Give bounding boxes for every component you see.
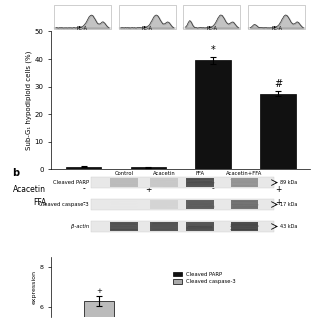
Text: PE-A: PE-A [271,27,282,31]
Text: +: + [275,198,281,207]
Text: #: # [274,78,282,89]
Text: Acacetin: Acacetin [153,171,175,176]
Text: Cleaved caspase-3: Cleaved caspase-3 [39,202,89,207]
Bar [84,301,115,320]
Bar [150,222,178,231]
Bar [92,221,274,232]
Text: +: + [275,185,281,194]
Bar [119,4,176,28]
Bar [150,200,178,209]
Bar [187,178,214,187]
Bar [66,167,101,169]
Bar [230,200,258,209]
Bar [92,177,274,188]
Bar [230,222,258,231]
Text: -: - [147,198,150,207]
Text: Cleaved PARP: Cleaved PARP [53,180,89,185]
Text: FFA: FFA [33,198,46,207]
Text: 17 kDa: 17 kDa [280,202,297,207]
Bar [150,178,178,187]
Text: +: + [145,185,152,194]
Text: -: - [212,185,215,194]
Text: *: * [211,45,216,55]
Y-axis label: Sub-G₁ hypodiploid cells (%): Sub-G₁ hypodiploid cells (%) [25,51,32,150]
Text: +: + [210,198,216,207]
Bar [183,4,240,28]
Y-axis label: expression: expression [32,270,37,304]
Bar [110,200,138,209]
Bar [92,199,274,210]
Text: -: - [82,198,85,207]
Text: b: b [12,168,20,178]
Bar [131,167,166,169]
Text: PE-A: PE-A [142,27,153,31]
Text: Control: Control [114,171,133,176]
Bar [110,178,138,187]
Bar [248,4,305,28]
Text: FFA: FFA [196,171,205,176]
Bar [187,222,214,231]
Text: Acacetin: Acacetin [13,185,46,194]
Text: β-actin: β-actin [70,224,89,229]
Text: 89 kDa: 89 kDa [280,180,297,185]
Bar [110,222,138,231]
Text: -: - [82,185,85,194]
Text: 43 kDa: 43 kDa [280,224,297,229]
Bar [230,178,258,187]
Bar [196,60,231,169]
Bar [187,200,214,209]
Text: PE-A: PE-A [206,27,217,31]
Text: PE-A: PE-A [77,27,88,31]
Legend: Cleaved PARP, Cleaved caspase-3: Cleaved PARP, Cleaved caspase-3 [171,270,238,286]
Bar [54,4,111,28]
Text: Acacetin+FFA: Acacetin+FFA [226,171,262,176]
Text: +: + [97,288,102,294]
Bar [260,93,296,169]
